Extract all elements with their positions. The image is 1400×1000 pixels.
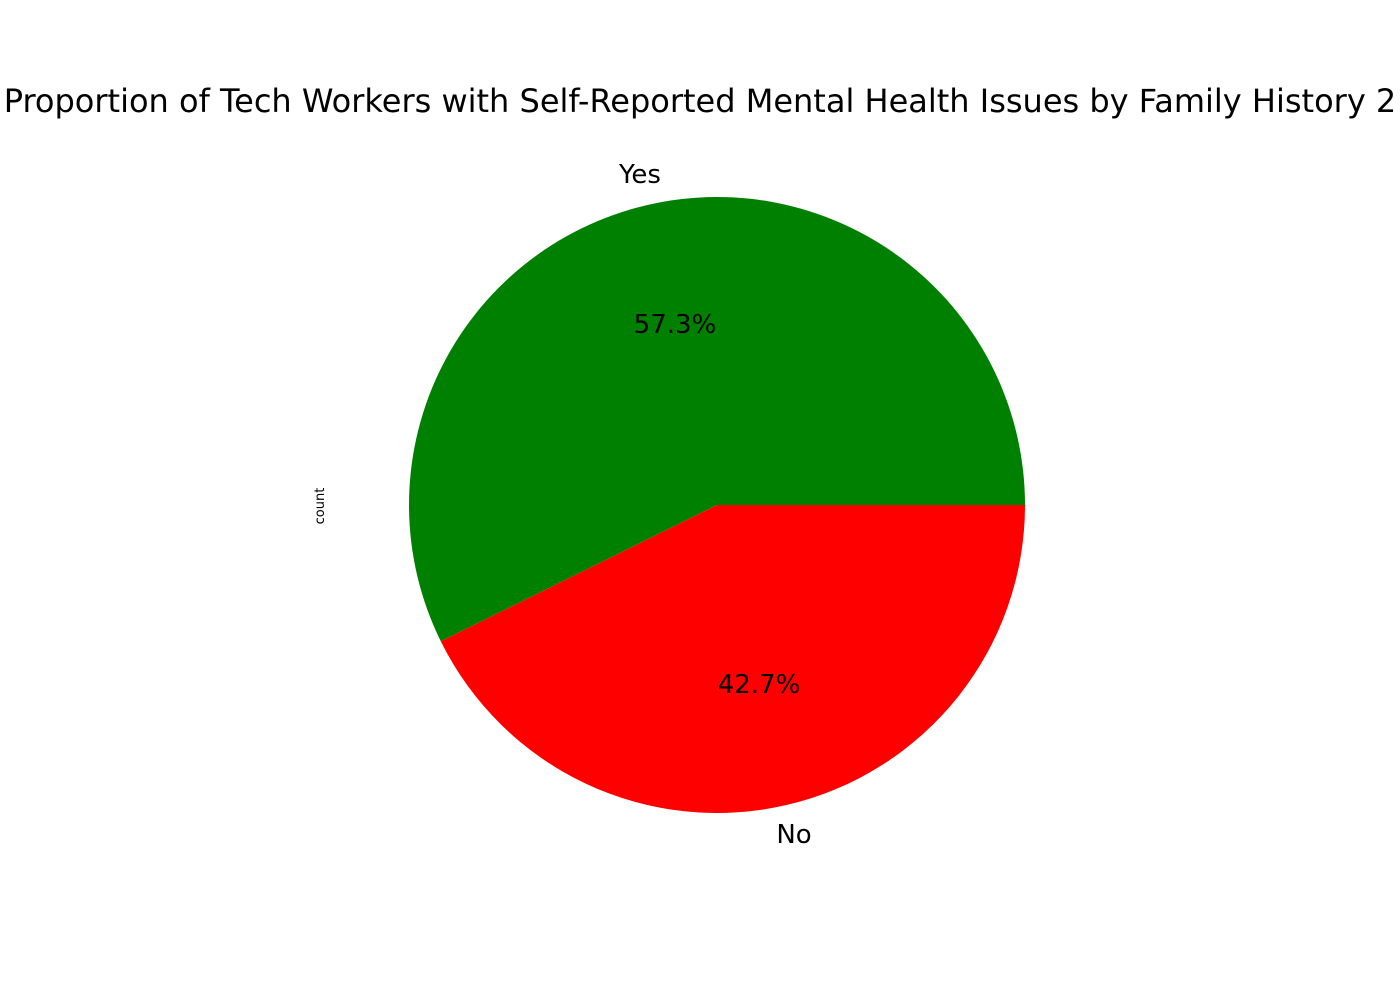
slice-label-no: No [776, 820, 811, 850]
pie-slice-yes [408, 197, 1025, 642]
pie-slice-no [440, 505, 1025, 813]
slice-label-yes: Yes [618, 160, 661, 190]
y-axis-label: count [313, 488, 328, 525]
chart-title: Proportion of Tech Workers with Self-Rep… [4, 82, 1397, 120]
pie-labels: Yes 57.3% No 42.7% [618, 160, 812, 850]
slice-percent-yes: 57.3% [634, 310, 717, 340]
pie-slices [408, 197, 1025, 813]
slice-percent-no: 42.7% [718, 670, 801, 700]
